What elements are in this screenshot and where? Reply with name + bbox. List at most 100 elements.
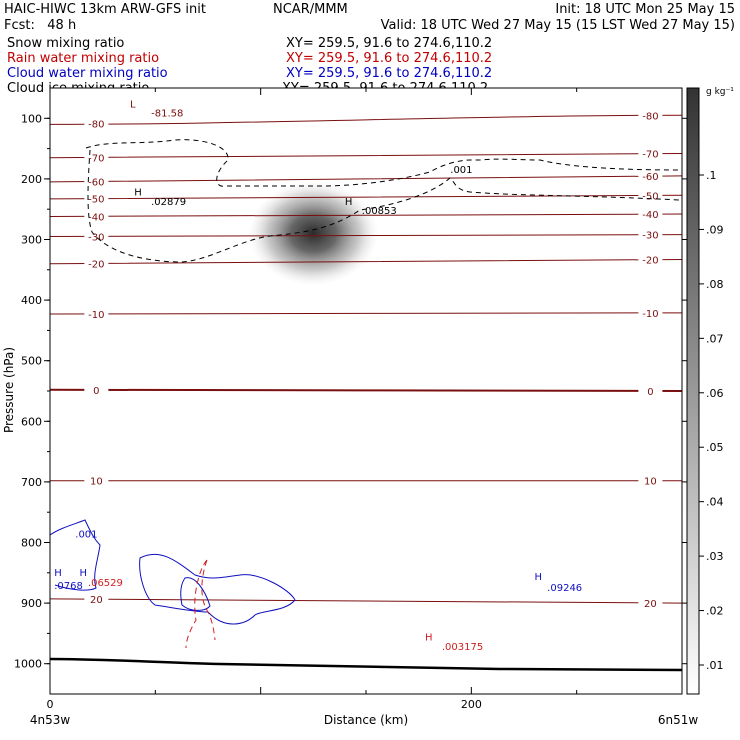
plot-annotation: H [535, 572, 543, 583]
isotherm-label: -80 [642, 112, 658, 123]
snow-mixing-ratio-shading [248, 181, 379, 286]
isotherm-label: -40 [88, 212, 104, 223]
legend-cloudwater-name: Cloud water mixing ratio [7, 66, 168, 81]
isotherm-label-bg [638, 474, 663, 486]
x-end-label-left: 4n53w [30, 713, 71, 727]
on-plot-labels: L-81.58H.02879H.00853.001H.00940H.00752.… [54, 99, 582, 653]
isotherm-label-bg [638, 228, 663, 240]
isotherm-label-bg [84, 151, 109, 163]
colorbar-tick-label: .06 [706, 387, 724, 400]
plot-annotation: .09246 [547, 583, 582, 594]
isotherm-label: -60 [88, 177, 104, 188]
colorbar-tick-label: .09 [706, 223, 724, 236]
isotherm-line-6 [49, 258, 683, 265]
plot-annotation: H [425, 633, 433, 644]
y-tick-label: 700 [21, 476, 42, 489]
y-tick-label: 200 [21, 173, 42, 186]
rain-contour-dashed [185, 559, 216, 649]
plot-annotation: H [134, 187, 142, 198]
cloud-ice-001-contour [85, 139, 681, 263]
x-tick-label: 0 [47, 698, 54, 711]
isotherm-label-bg [638, 384, 663, 396]
isotherm-label-bg [84, 192, 109, 204]
isotherm-label: -20 [88, 259, 104, 270]
y-tick-label: 300 [21, 234, 42, 247]
isotherm-label: -10 [88, 310, 104, 321]
cloud-water-contours [49, 519, 296, 625]
isotherm-label: -70 [88, 153, 104, 164]
plot-annotation: .003175 [442, 642, 483, 653]
cloud-water-contour-inner [180, 577, 211, 611]
isotherm-label-bg [84, 593, 109, 605]
colorbar-tick-label: .01 [706, 659, 724, 672]
x-axis: 0 200 [47, 88, 683, 711]
colorbar-unit: g kg⁻¹ [706, 87, 734, 97]
y-tick-label: 600 [21, 415, 42, 428]
plot-annotation: .00853 [362, 206, 397, 217]
colorbar-tick-label: .04 [706, 496, 724, 509]
isotherm-label: 0 [647, 387, 653, 398]
x-end-label-right: 6n51w [658, 713, 699, 727]
isotherm-label-bg [638, 189, 663, 201]
isotherm-label-bg [84, 210, 109, 222]
header-center: NCAR/MMM [273, 2, 348, 17]
isotherm-label: -60 [642, 172, 658, 183]
isotherm-label-bg [638, 109, 663, 121]
plot-annotation: -81.58 [151, 108, 183, 119]
terrain-surface-line [49, 657, 683, 672]
colorbar-tick-label: .03 [706, 550, 724, 563]
isotherm-line-4 [49, 213, 683, 217]
isotherm-line-2 [49, 175, 683, 183]
legend-snow-name: Snow mixing ratio [7, 36, 124, 51]
isotherm-label: 20 [644, 599, 657, 610]
legend-snow-xy: XY= 259.5, 91.6 to 274.6,110.2 [286, 36, 492, 51]
isotherm-line-5 [49, 234, 683, 237]
isotherm-line-7 [49, 312, 683, 315]
header-init: Init: 18 UTC Mon 25 May 15 [555, 2, 735, 17]
isotherm-label: 10 [90, 477, 103, 488]
isotherm-label-bg [638, 306, 663, 318]
temperature-isotherms: -80 -80 -70 -70 -60 -60 -50 -50 -40 -40 -30 -30 -20 -… [49, 109, 683, 610]
colorbar-ramp [686, 87, 700, 695]
plot-area: -80 -80 -70 -70 -60 -60 -50 -50 -40 -40 -30 -30 -20 -… [49, 87, 683, 695]
plot-annotation: .02879 [151, 197, 186, 208]
isotherm-label-bg [84, 307, 109, 319]
x-tick-label: 200 [461, 698, 482, 711]
colorbar-tick-label: .07 [706, 332, 724, 345]
legend-rain-xy: XY= 259.5, 91.6 to 274.6,110.2 [286, 51, 492, 66]
y-tick-label: 800 [21, 537, 42, 550]
rain-water-contours [185, 559, 216, 649]
header-fcst: Fcst: 48 h [4, 18, 76, 33]
y-tick-label: 400 [21, 294, 42, 307]
isotherm-line-1 [49, 152, 683, 159]
legend-cloudwater-xy: XY= 259.5, 91.6 to 274.6,110.2 [286, 66, 492, 81]
plot-annotation: L [130, 99, 136, 110]
isotherm-label-bg [638, 253, 663, 265]
y-tick-label: 1000 [14, 658, 42, 671]
isotherm-label: -40 [642, 210, 658, 221]
isotherm-label-bg [84, 474, 109, 486]
cloud-ice-contours [85, 139, 681, 263]
isotherm-label: -30 [642, 231, 658, 242]
colorbar-tick-label: .1 [706, 169, 717, 182]
plot-annotation: H [79, 568, 87, 579]
isotherm-label: 10 [644, 477, 657, 488]
header-valid: Valid: 18 UTC Wed 27 May 15 (15 LST Wed … [381, 18, 735, 33]
isotherm-label-bg [638, 208, 663, 220]
isotherm-label: -30 [88, 232, 104, 243]
isotherm-label-bg [84, 175, 109, 187]
y-tick-label: 900 [21, 597, 42, 610]
header-title: HAIC-HIWC 13km ARW-GFS init [4, 2, 206, 17]
cloud-water-contour-center [139, 553, 296, 625]
isotherm-label: 20 [90, 595, 103, 606]
isotherm-label-bg [638, 147, 663, 159]
isotherm-line-0 [49, 114, 683, 125]
isotherm-label-bg [84, 230, 109, 242]
legend-rain-name: Rain water mixing ratio [7, 51, 159, 66]
x-axis-label: Distance (km) [324, 713, 408, 727]
plot-annotation: H [54, 568, 62, 579]
isotherm-line-8 [49, 388, 683, 392]
plot-annotation: H [345, 197, 353, 208]
isotherm-label: -10 [642, 309, 658, 320]
